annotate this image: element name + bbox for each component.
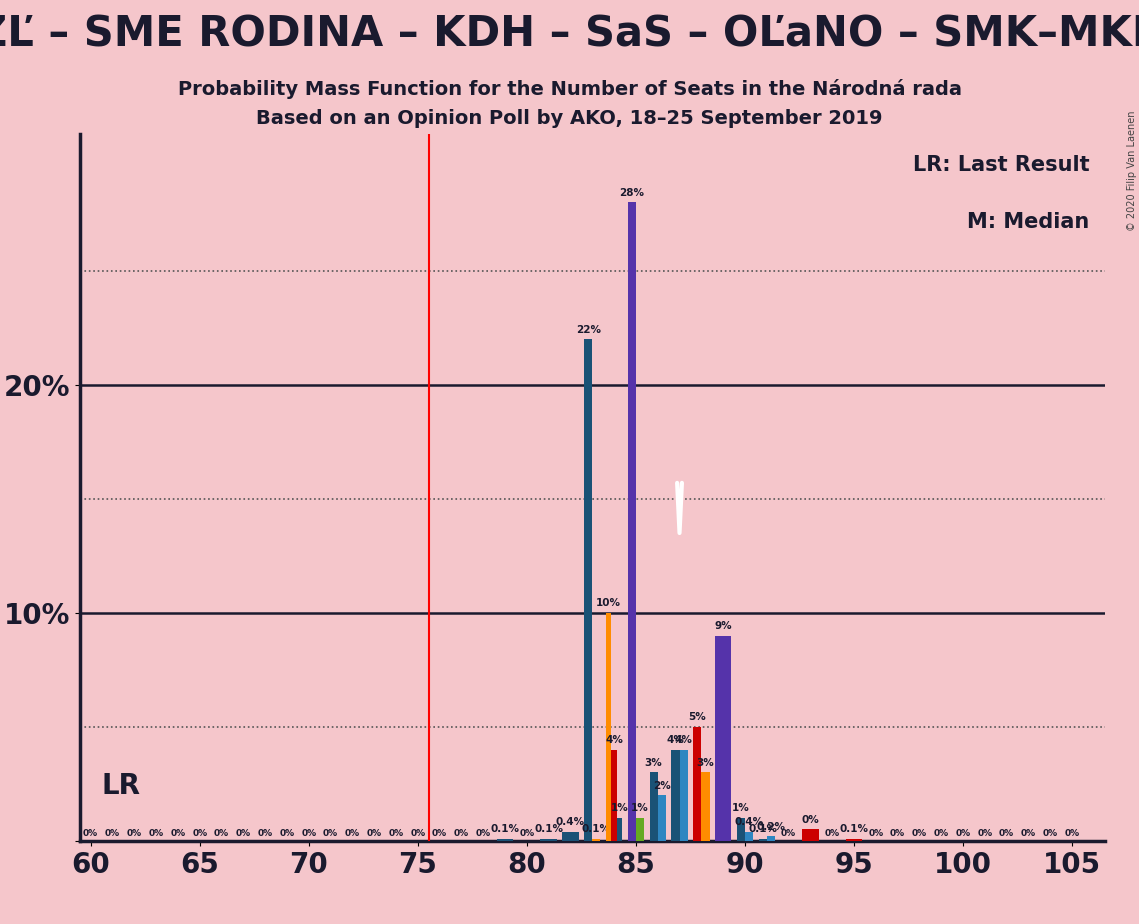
Text: 0%: 0% bbox=[432, 829, 448, 838]
Text: 0%: 0% bbox=[236, 829, 251, 838]
Text: ZĽ – SME RODINA – KDH – SaS – OĽaNO – SMK–MKP: ZĽ – SME RODINA – KDH – SaS – OĽaNO – SM… bbox=[0, 14, 1139, 55]
Bar bbox=[617, 818, 622, 841]
Text: 4%: 4% bbox=[674, 736, 693, 745]
Bar bbox=[563, 832, 579, 841]
Bar bbox=[657, 796, 666, 841]
Text: 0%: 0% bbox=[956, 829, 970, 838]
Text: 0%: 0% bbox=[781, 829, 796, 838]
Text: 4%: 4% bbox=[666, 736, 685, 745]
Text: 1%: 1% bbox=[611, 804, 629, 813]
Bar bbox=[592, 839, 600, 841]
Text: LR: Last Result: LR: Last Result bbox=[912, 155, 1089, 176]
Text: 0%: 0% bbox=[301, 829, 317, 838]
Bar bbox=[612, 749, 617, 841]
Text: 0%: 0% bbox=[257, 829, 272, 838]
Text: 0.4%: 0.4% bbox=[556, 817, 585, 827]
Bar bbox=[846, 839, 862, 841]
Bar bbox=[628, 202, 636, 841]
Text: 0%: 0% bbox=[999, 829, 1014, 838]
Text: 3%: 3% bbox=[645, 758, 663, 768]
Text: 0%: 0% bbox=[126, 829, 142, 838]
Bar bbox=[802, 830, 819, 841]
Text: 0%: 0% bbox=[519, 829, 534, 838]
Text: 0%: 0% bbox=[1042, 829, 1058, 838]
Bar bbox=[702, 772, 710, 841]
Bar bbox=[694, 727, 702, 841]
Bar bbox=[759, 839, 767, 841]
Text: 0.1%: 0.1% bbox=[748, 824, 777, 834]
Bar bbox=[680, 749, 688, 841]
Text: 0%: 0% bbox=[1065, 829, 1080, 838]
Text: 0%: 0% bbox=[171, 829, 186, 838]
Text: 5%: 5% bbox=[688, 712, 706, 723]
Text: 0%: 0% bbox=[388, 829, 403, 838]
Text: Probability Mass Function for the Number of Seats in the Národná rada: Probability Mass Function for the Number… bbox=[178, 79, 961, 99]
Text: 0%: 0% bbox=[912, 829, 927, 838]
Text: 0%: 0% bbox=[214, 829, 229, 838]
Text: 0%: 0% bbox=[1021, 829, 1036, 838]
Bar bbox=[649, 772, 657, 841]
Text: 3%: 3% bbox=[697, 758, 714, 768]
Text: 0%: 0% bbox=[410, 829, 425, 838]
Text: 0.1%: 0.1% bbox=[582, 824, 611, 834]
Bar bbox=[767, 836, 775, 841]
Bar bbox=[497, 839, 514, 841]
Text: 0%: 0% bbox=[323, 829, 338, 838]
Text: 1%: 1% bbox=[631, 804, 649, 813]
Text: 0%: 0% bbox=[279, 829, 295, 838]
Text: 22%: 22% bbox=[575, 324, 600, 334]
Text: 28%: 28% bbox=[620, 188, 645, 198]
Text: 1%: 1% bbox=[732, 804, 749, 813]
Text: 0.1%: 0.1% bbox=[839, 824, 869, 834]
Text: 4%: 4% bbox=[605, 736, 623, 745]
Text: 0%: 0% bbox=[105, 829, 120, 838]
Bar bbox=[584, 339, 592, 841]
Text: 0%: 0% bbox=[345, 829, 360, 838]
Text: 0.1%: 0.1% bbox=[491, 824, 519, 834]
Text: 0%: 0% bbox=[367, 829, 382, 838]
Text: 0%: 0% bbox=[934, 829, 949, 838]
Text: 0%: 0% bbox=[868, 829, 884, 838]
Text: 0%: 0% bbox=[802, 815, 819, 825]
Text: 0%: 0% bbox=[977, 829, 992, 838]
Text: 0.1%: 0.1% bbox=[534, 824, 563, 834]
Bar bbox=[671, 749, 680, 841]
Bar bbox=[737, 818, 745, 841]
Text: LR: LR bbox=[101, 772, 140, 800]
Bar bbox=[541, 839, 557, 841]
Text: M: Median: M: Median bbox=[967, 212, 1089, 232]
Text: 0%: 0% bbox=[890, 829, 906, 838]
Text: 0.4%: 0.4% bbox=[735, 817, 763, 827]
Text: Based on an Opinion Poll by AKO, 18–25 September 2019: Based on an Opinion Poll by AKO, 18–25 S… bbox=[256, 109, 883, 128]
Bar bbox=[715, 636, 731, 841]
Text: 0.2%: 0.2% bbox=[756, 821, 786, 832]
Text: 0%: 0% bbox=[148, 829, 164, 838]
Bar bbox=[745, 832, 753, 841]
Bar bbox=[636, 818, 644, 841]
Text: 0%: 0% bbox=[476, 829, 491, 838]
Text: 0%: 0% bbox=[453, 829, 469, 838]
Text: 0%: 0% bbox=[192, 829, 207, 838]
Text: 2%: 2% bbox=[653, 781, 671, 791]
Text: © 2020 Filip Van Laenen: © 2020 Filip Van Laenen bbox=[1126, 111, 1137, 231]
Text: 10%: 10% bbox=[596, 598, 621, 608]
Text: 0%: 0% bbox=[825, 829, 839, 838]
Text: 0%: 0% bbox=[83, 829, 98, 838]
Text: 9%: 9% bbox=[714, 621, 732, 631]
Bar bbox=[606, 613, 612, 841]
